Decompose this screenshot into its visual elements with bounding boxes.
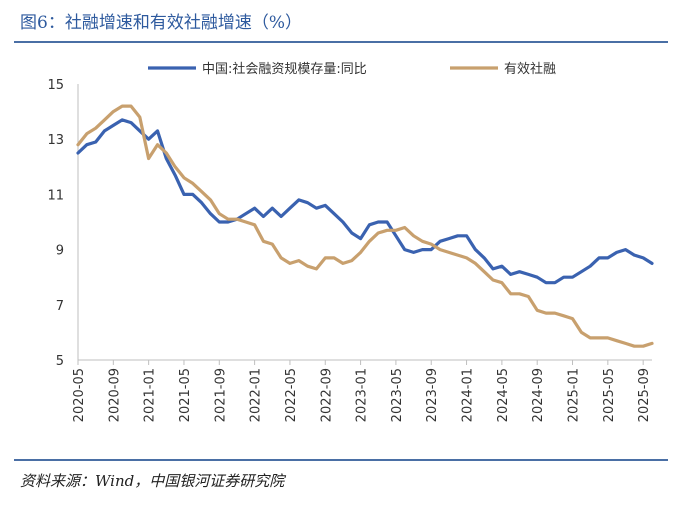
footer-divider: [14, 459, 668, 461]
y-tick-label: 9: [56, 244, 64, 259]
x-tick-label: 2024-01: [461, 368, 476, 422]
series-line-effective-tsf: [76, 104, 654, 348]
series-line-tsf-stock-yoy: [76, 118, 654, 285]
y-axis-ticks: 5 7 9 11 13 15: [47, 78, 64, 369]
x-tick-label: 2023-05: [390, 368, 405, 422]
chart-legend: 中国:社会融资规模存量:同比 有效社融: [148, 61, 556, 77]
x-tick-label: 2024-05: [496, 368, 511, 422]
x-tick-label: 2023-09: [425, 368, 440, 422]
source-note: 资料来源：Wind，中国银河证券研究院: [20, 472, 285, 490]
x-tick-label: 2024-09: [531, 368, 546, 422]
legend-label: 有效社融: [504, 61, 556, 77]
x-tick-label: 2020-05: [72, 368, 87, 422]
y-tick-label: 15: [47, 78, 64, 93]
x-tick-label: 2023-01: [355, 368, 370, 422]
y-tick-label: 7: [56, 299, 64, 314]
x-axis-ticks: 2020-05 2020-09 2021-01 2021-05 2021-09 2022-…: [72, 360, 652, 422]
chart-axes: [77, 84, 652, 361]
chart-title: 图6：社融增速和有效社融增速（%）: [20, 13, 302, 33]
x-tick-label: 2022-01: [249, 368, 264, 422]
x-tick-label: 2022-05: [284, 368, 299, 422]
y-tick-label: 5: [56, 354, 64, 369]
legend-label: 中国:社会融资规模存量:同比: [202, 61, 367, 77]
x-tick-label: 2022-09: [319, 368, 334, 422]
x-tick-label: 2021-01: [143, 368, 158, 422]
title-divider: [14, 41, 668, 43]
x-tick-label: 2021-05: [178, 368, 193, 422]
y-tick-label: 11: [47, 188, 64, 203]
x-tick-label: 2025-01: [567, 368, 582, 422]
x-tick-label: 2021-09: [213, 368, 228, 422]
x-tick-label: 2020-09: [107, 368, 122, 422]
y-tick-label: 13: [47, 133, 64, 148]
x-tick-label: 2025-05: [602, 368, 617, 422]
chart-series: [76, 104, 654, 348]
x-tick-label: 2025-09: [637, 368, 652, 422]
